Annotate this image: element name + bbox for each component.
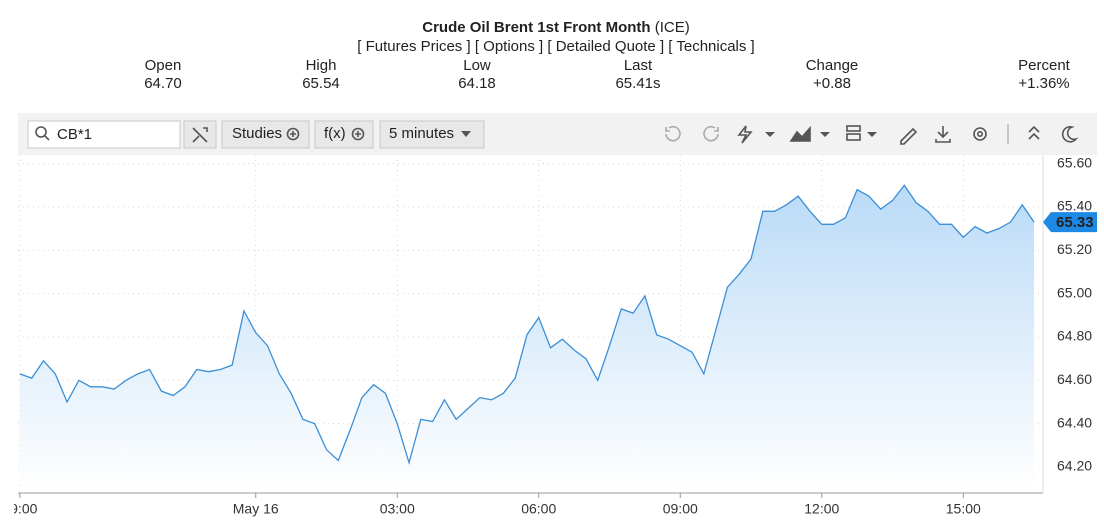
layout-icon — [846, 133, 861, 141]
y-tick-label: 65.20 — [1057, 241, 1092, 257]
y-tick-label: 65.40 — [1057, 198, 1092, 214]
x-tick-label: 06:00 — [521, 501, 556, 517]
interval: 5 minutes — [389, 125, 454, 142]
quote-label: Open — [145, 57, 182, 74]
x-tick-label: 19:00 — [2, 501, 37, 517]
x-tick-label: 15:00 — [946, 501, 981, 517]
quote-value: 64.70 — [144, 75, 182, 92]
toolbar-icons — [665, 124, 1079, 145]
quote-value: +1.36% — [1018, 75, 1069, 92]
caret — [461, 131, 471, 137]
quote-label: Percent — [1018, 57, 1071, 74]
plot: 65.33 — [19, 184, 1097, 493]
draw-icon[interactable] — [737, 125, 753, 144]
shuffle-icon — [192, 127, 208, 143]
add-icon — [351, 127, 365, 141]
layout-icon[interactable] — [846, 125, 861, 132]
y-tick-label: 65.60 — [1057, 154, 1092, 170]
add-icon — [290, 131, 296, 137]
x-tick-label: May 16 — [233, 501, 279, 517]
collapse-icon[interactable] — [1028, 125, 1040, 140]
theme-icon[interactable] — [1061, 125, 1079, 143]
quote-value: 65.41s — [615, 75, 660, 92]
y-tick-label: 64.80 — [1057, 328, 1092, 344]
settings-icon[interactable] — [973, 127, 987, 141]
link[interactable]: [ Options ] — [475, 38, 543, 55]
y-tick-label: 64.20 — [1057, 458, 1092, 474]
chart-type-icon[interactable] — [789, 125, 811, 142]
y-tick-label: 64.40 — [1057, 414, 1092, 430]
quote-value: 65.54 — [302, 75, 340, 92]
y-axis-labels: 64.20 64.40 64.60 64.80 65.00 65.20 65.40 65.60 — [1057, 154, 1092, 473]
link[interactable]: [ Technicals ] — [668, 38, 754, 55]
last-price-tag — [1043, 212, 1097, 233]
quote-links: [ Futures Prices ] [ Options ] [ Detaile… — [357, 38, 754, 55]
quote-value: 64.18 — [458, 75, 496, 92]
y-tick-label: 65.00 — [1057, 284, 1092, 300]
add-icon — [286, 127, 300, 141]
x-axis-labels: 19:00 May 16 03:00 06:00 09:00 12:00 15:00 — [2, 501, 981, 517]
area — [19, 185, 1035, 493]
search-icon — [35, 126, 47, 138]
redo-icon[interactable] — [703, 125, 719, 142]
quote-title: Crude Oil Brent 1st Front Month (ICE) — [422, 19, 690, 36]
caret — [765, 132, 877, 137]
search-icon — [44, 135, 50, 141]
quote-value: +0.88 — [813, 75, 851, 92]
quote-label: Change — [806, 57, 859, 74]
studies: Studies — [232, 125, 282, 142]
last-price-label: 65.33 — [1056, 214, 1094, 231]
symbol: CB*1 — [57, 126, 92, 143]
download-icon[interactable] — [935, 126, 951, 143]
title: Crude Oil Brent 1st Front Month — [422, 19, 650, 36]
pencil-icon[interactable] — [900, 127, 918, 145]
y-tick-label: 64.60 — [1057, 371, 1092, 387]
x-tick-label: 03:00 — [380, 501, 415, 517]
x-tick-label: 09:00 — [663, 501, 698, 517]
undo-icon[interactable] — [665, 125, 681, 142]
x-tick-label: 12:00 — [804, 501, 839, 517]
quote-label: High — [306, 57, 337, 74]
quote-label: Last — [624, 57, 653, 74]
quote-label: Low — [463, 57, 491, 74]
link[interactable]: [ Futures Prices ] — [357, 38, 470, 55]
add-icon — [355, 131, 361, 137]
function: f(x) — [324, 125, 346, 142]
exchange: (ICE) — [655, 19, 690, 36]
settings-icon — [976, 131, 983, 138]
line — [19, 184, 1035, 466]
link[interactable]: [ Detailed Quote ] — [547, 38, 664, 55]
symbol-search[interactable] — [27, 120, 181, 149]
